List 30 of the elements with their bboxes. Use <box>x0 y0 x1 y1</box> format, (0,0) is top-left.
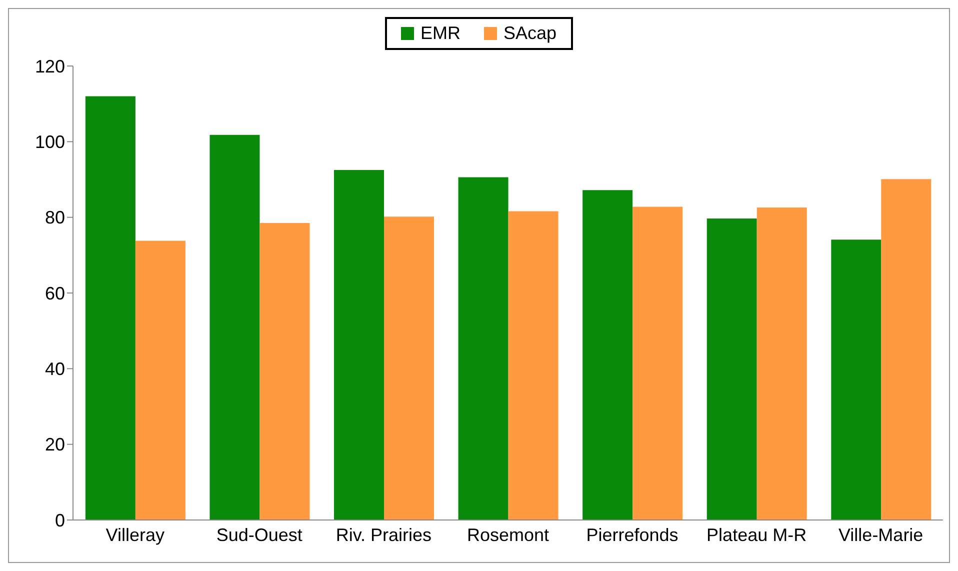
y-tick-label: 60 <box>44 283 65 304</box>
y-tick-label: 20 <box>44 434 65 455</box>
bar <box>135 240 186 520</box>
bar <box>334 170 384 520</box>
bar <box>384 216 434 520</box>
bar <box>632 206 683 520</box>
x-tick-label: Riv. Prairies <box>336 524 432 545</box>
legend-label: SAcap <box>503 23 557 44</box>
y-tick-label: 100 <box>34 132 65 152</box>
bar <box>881 179 932 520</box>
bar <box>458 177 508 520</box>
bar <box>508 211 558 520</box>
y-tick-label: 0 <box>54 510 65 530</box>
bar <box>85 96 136 520</box>
y-tick-label: 80 <box>44 208 65 228</box>
x-tick-label: Ville-Marie <box>838 524 924 545</box>
bar <box>210 134 260 520</box>
bar <box>260 223 310 520</box>
x-tick-label: Pierrefonds <box>586 524 678 545</box>
x-tick-label: Sud-Ouest <box>216 524 302 545</box>
bar <box>756 207 807 520</box>
x-tick-label: Villeray <box>106 524 164 545</box>
legend-label: EMR <box>420 23 460 44</box>
y-tick-label: 120 <box>34 56 65 76</box>
bar <box>582 190 633 520</box>
x-tick-label: Plateau M-R <box>706 524 807 545</box>
bar <box>831 240 882 520</box>
y-tick-label: 40 <box>44 359 65 380</box>
bar <box>706 218 757 520</box>
x-tick-label: Rosemont <box>466 524 550 545</box>
